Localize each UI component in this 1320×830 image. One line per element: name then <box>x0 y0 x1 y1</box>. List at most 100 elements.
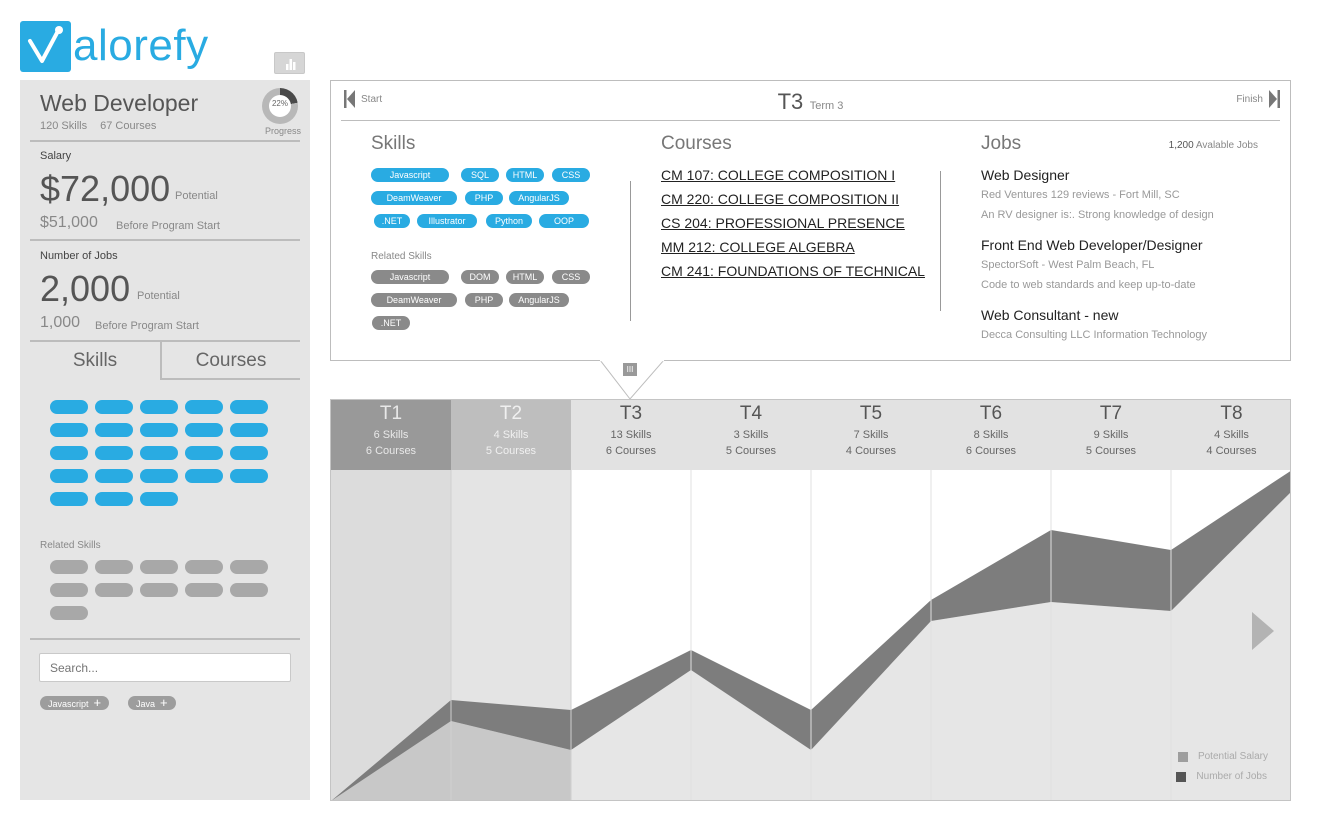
tab-skills[interactable]: Skills <box>72 350 118 371</box>
skill-pill[interactable] <box>140 400 178 414</box>
course-link[interactable]: CM 107: COLLEGE COMPOSITION I <box>661 167 896 183</box>
skill-pill[interactable] <box>140 492 178 506</box>
term-column-t3[interactable]: T3 13 Skills 6 Courses <box>571 400 691 470</box>
term-column-t4[interactable]: T4 3 Skills 5 Courses <box>691 400 811 470</box>
tab-courses[interactable]: Courses <box>160 340 300 380</box>
jobs-before-value: 1,000 <box>40 314 81 331</box>
term-column-t1[interactable]: T1 6 Skills 6 Courses <box>331 400 451 470</box>
pointer-handle[interactable]: III <box>623 363 637 376</box>
skill-pill[interactable] <box>95 469 133 483</box>
skill-pill[interactable] <box>140 423 178 437</box>
skill-pill[interactable] <box>140 469 178 483</box>
legend-number-of-jobs: Number of Jobs <box>1176 771 1267 782</box>
skill-chip[interactable]: HTML <box>506 168 544 182</box>
plus-icon[interactable]: + <box>160 695 168 710</box>
skill-pill[interactable] <box>50 583 88 597</box>
job-title[interactable]: Web Consultant - new <box>981 307 1119 323</box>
courses-heading: Courses <box>661 133 732 154</box>
sidebar: Web Developer 120 Skills 67 Courses 22% … <box>20 80 310 800</box>
start-button[interactable]: Start <box>344 90 382 108</box>
skip-end-icon <box>1269 90 1280 108</box>
program-summary: 120 Skills 67 Courses <box>40 120 156 132</box>
skill-pill[interactable] <box>95 423 133 437</box>
related-skills-label: Related Skills <box>40 540 101 551</box>
skill-pill[interactable] <box>50 423 88 437</box>
salary-area-past <box>332 721 571 800</box>
skill-pill[interactable] <box>230 583 268 597</box>
term-column-t2[interactable]: T2 4 Skills 5 Courses <box>451 400 571 470</box>
plus-icon[interactable]: + <box>93 695 102 710</box>
skill-pill[interactable] <box>140 560 178 574</box>
salary-before-value: $51,000 <box>40 214 98 231</box>
related-skill-chip[interactable]: PHP <box>465 293 503 307</box>
term-column-t6[interactable]: T6 8 Skills 6 Courses <box>931 400 1051 470</box>
finish-button[interactable]: Finish <box>1236 90 1280 108</box>
related-skill-chip[interactable]: DeamWeaver <box>371 293 457 307</box>
related-skill-chip[interactable]: DOM <box>461 270 499 284</box>
chart-view-button[interactable] <box>274 52 305 74</box>
skill-pill[interactable] <box>185 560 223 574</box>
skill-chip[interactable]: SQL <box>461 168 499 182</box>
jobs-label: Number of Jobs <box>40 250 118 262</box>
term-timeline-chart: T1 6 Skills 6 Courses T2 4 Skills 5 Cour… <box>330 399 1291 801</box>
legend-potential-salary: Potential Salary <box>1177 751 1268 762</box>
job-title[interactable]: Web Designer <box>981 167 1070 183</box>
term-column-t7[interactable]: T7 9 Skills 5 Courses <box>1051 400 1171 470</box>
skill-pill[interactable] <box>95 583 133 597</box>
related-skill-chip[interactable]: .NET <box>372 316 410 330</box>
course-link[interactable]: CM 220: COLLEGE COMPOSITION II <box>661 191 900 207</box>
tag-java[interactable]: Java + <box>128 696 176 710</box>
related-skill-chip[interactable]: AngularJS <box>509 293 569 307</box>
search-input[interactable] <box>39 653 291 682</box>
course-link[interactable]: MM 212: COLLEGE ALGEBRA <box>661 239 855 255</box>
skill-pill[interactable] <box>230 446 268 460</box>
term-column-t5[interactable]: T5 7 Skills 4 Courses <box>811 400 931 470</box>
related-skill-chip[interactable]: Javascript <box>371 270 449 284</box>
skill-pill[interactable] <box>185 423 223 437</box>
skill-chip[interactable]: .NET <box>374 214 410 228</box>
skill-pill[interactable] <box>140 446 178 460</box>
jobs-before-note: Before Program Start <box>95 320 199 332</box>
next-arrow-icon[interactable] <box>1252 612 1274 650</box>
skill-pill[interactable] <box>50 492 88 506</box>
job-detail: Red Ventures 129 reviews - Fort Mill, SC <box>981 189 1180 201</box>
term-column-t8[interactable]: T8 4 Skills 4 Courses <box>1171 400 1290 470</box>
skill-pill[interactable] <box>95 446 133 460</box>
related-skill-chip[interactable]: HTML <box>506 270 544 284</box>
logo-v-icon <box>20 20 71 72</box>
course-link[interactable]: CM 241: FOUNDATIONS OF TECHNICAL <box>661 263 925 279</box>
skill-pill[interactable] <box>50 560 88 574</box>
skill-pill[interactable] <box>185 446 223 460</box>
skill-chip[interactable]: CSS <box>552 168 590 182</box>
tag-javascript[interactable]: Javascript + <box>40 695 110 710</box>
skill-chip[interactable]: Javascript <box>371 168 449 182</box>
related-skill-chip[interactable]: CSS <box>552 270 590 284</box>
skill-pill[interactable] <box>230 469 268 483</box>
related-skills-heading: Related Skills <box>371 251 432 262</box>
skill-chip[interactable]: AngularJS <box>509 191 569 205</box>
skill-chip[interactable]: PHP <box>465 191 503 205</box>
skill-pill[interactable] <box>50 606 88 620</box>
skill-pill[interactable] <box>185 583 223 597</box>
skill-pill[interactable] <box>230 560 268 574</box>
skill-pill[interactable] <box>50 400 88 414</box>
skill-pill[interactable] <box>230 423 268 437</box>
course-link[interactable]: CS 204: PROFESSIONAL PRESENCE <box>661 215 905 231</box>
skill-pill[interactable] <box>95 492 133 506</box>
skill-pill[interactable] <box>140 583 178 597</box>
skill-pill[interactable] <box>50 446 88 460</box>
skill-chip[interactable]: DeamWeaver <box>371 191 457 205</box>
job-detail: Decca Consulting LLC Information Technol… <box>981 329 1208 341</box>
skill-pill[interactable] <box>95 400 133 414</box>
skill-pill[interactable] <box>230 400 268 414</box>
skill-pill[interactable] <box>50 469 88 483</box>
skill-chip[interactable]: Illustrator <box>417 214 477 228</box>
skill-pill[interactable] <box>95 560 133 574</box>
progress-donut <box>262 88 298 124</box>
skill-chip[interactable]: Python <box>486 214 532 228</box>
job-title[interactable]: Front End Web Developer/Designer <box>981 237 1203 253</box>
sidebar-tabs: Skills Courses <box>30 340 300 380</box>
skill-chip[interactable]: OOP <box>539 214 589 228</box>
skill-pill[interactable] <box>185 400 223 414</box>
skill-pill[interactable] <box>185 469 223 483</box>
